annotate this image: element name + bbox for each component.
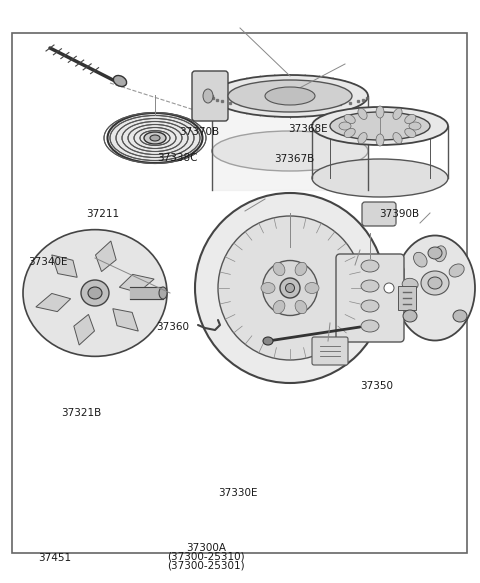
Polygon shape (36, 293, 71, 312)
Text: 37350: 37350 (360, 381, 393, 391)
Ellipse shape (265, 87, 315, 105)
Ellipse shape (361, 260, 379, 272)
FancyBboxPatch shape (336, 254, 404, 342)
Ellipse shape (195, 193, 385, 383)
Ellipse shape (23, 230, 167, 356)
Text: (37300-25310): (37300-25310) (168, 552, 245, 561)
Ellipse shape (384, 283, 394, 293)
Ellipse shape (273, 300, 285, 314)
Ellipse shape (339, 122, 351, 130)
Text: 37367B: 37367B (275, 154, 315, 164)
Ellipse shape (218, 216, 362, 360)
Ellipse shape (212, 75, 368, 117)
Ellipse shape (263, 337, 273, 345)
Ellipse shape (358, 132, 367, 143)
Ellipse shape (428, 247, 442, 259)
Ellipse shape (393, 108, 402, 120)
Ellipse shape (376, 134, 384, 146)
Ellipse shape (273, 262, 285, 276)
FancyBboxPatch shape (374, 266, 404, 310)
Ellipse shape (203, 89, 213, 103)
Ellipse shape (403, 310, 417, 322)
Ellipse shape (434, 246, 446, 262)
Ellipse shape (428, 277, 442, 289)
Ellipse shape (212, 131, 368, 171)
Ellipse shape (81, 280, 109, 306)
Text: 37330E: 37330E (218, 489, 258, 498)
Ellipse shape (295, 300, 307, 314)
FancyBboxPatch shape (362, 202, 396, 226)
Ellipse shape (144, 132, 166, 144)
Ellipse shape (108, 113, 203, 163)
Ellipse shape (305, 283, 319, 293)
Text: 37451: 37451 (38, 553, 72, 563)
Ellipse shape (261, 283, 275, 293)
Ellipse shape (344, 128, 355, 138)
Ellipse shape (280, 278, 300, 298)
Text: 37340E: 37340E (28, 257, 68, 266)
Ellipse shape (449, 264, 464, 277)
Ellipse shape (409, 122, 421, 130)
Ellipse shape (312, 107, 448, 145)
Ellipse shape (286, 283, 295, 293)
Ellipse shape (405, 114, 416, 124)
Ellipse shape (228, 80, 352, 112)
Text: 37390B: 37390B (379, 209, 420, 219)
Ellipse shape (414, 252, 427, 267)
Text: (37300-25301): (37300-25301) (168, 560, 245, 570)
Bar (12, 33, 467, 553)
Bar (398, 286, 416, 310)
Polygon shape (74, 314, 95, 345)
Ellipse shape (330, 112, 430, 140)
Ellipse shape (88, 287, 102, 299)
Polygon shape (52, 255, 77, 278)
Text: 37211: 37211 (86, 209, 120, 219)
Text: 37370B: 37370B (179, 127, 219, 137)
Ellipse shape (361, 280, 379, 292)
Ellipse shape (113, 75, 127, 86)
Polygon shape (120, 275, 154, 293)
Polygon shape (113, 308, 138, 331)
Ellipse shape (361, 300, 379, 312)
Polygon shape (96, 241, 116, 272)
Text: 37321B: 37321B (61, 408, 102, 418)
Text: 37368E: 37368E (288, 124, 328, 134)
Ellipse shape (159, 287, 167, 299)
Ellipse shape (405, 128, 416, 138)
Ellipse shape (358, 108, 367, 120)
Ellipse shape (263, 261, 317, 315)
Ellipse shape (150, 135, 160, 141)
Text: 37300A: 37300A (186, 543, 227, 553)
Ellipse shape (402, 278, 418, 290)
Ellipse shape (376, 106, 384, 118)
Ellipse shape (312, 159, 448, 197)
Ellipse shape (361, 320, 379, 332)
Ellipse shape (344, 114, 355, 124)
Ellipse shape (295, 262, 307, 276)
Text: 37338C: 37338C (157, 153, 198, 163)
Ellipse shape (395, 236, 475, 340)
Ellipse shape (393, 132, 402, 143)
Ellipse shape (421, 271, 449, 295)
FancyBboxPatch shape (192, 71, 228, 121)
Text: 37360: 37360 (156, 322, 189, 332)
Ellipse shape (453, 310, 467, 322)
FancyBboxPatch shape (312, 337, 348, 365)
